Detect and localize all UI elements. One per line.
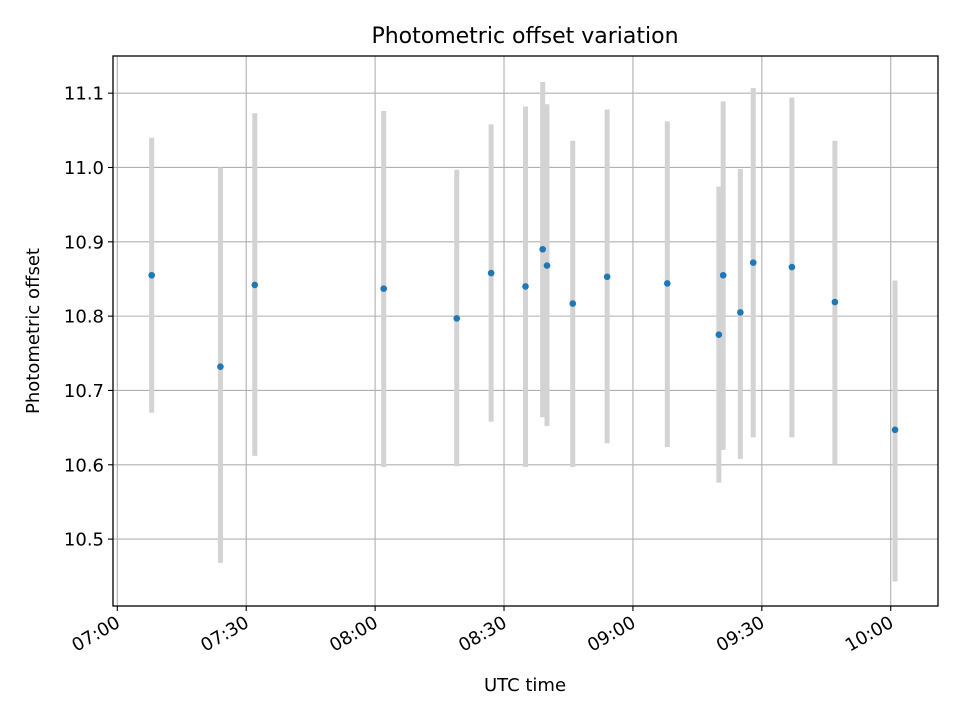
data-point (569, 300, 577, 307)
data-point (453, 315, 461, 322)
y-tick-label: 10.6 (64, 455, 104, 476)
data-point (487, 269, 495, 277)
data-point (831, 298, 839, 306)
data-point (251, 281, 259, 289)
plot-frame (112, 55, 939, 607)
data-point (380, 285, 388, 292)
y-tick-label: 10.9 (64, 232, 104, 253)
data-point (539, 245, 546, 253)
y-tick-label: 10.5 (64, 530, 104, 551)
y-tick-label: 10.7 (64, 381, 104, 402)
y-axis-label: Photometric offset (23, 248, 44, 414)
data-point (715, 331, 723, 339)
data-point (749, 259, 757, 266)
data-point (737, 309, 744, 316)
data-point (603, 273, 611, 281)
data-points (148, 245, 899, 434)
data-point (522, 283, 529, 290)
y-tick-label: 10.8 (64, 307, 104, 328)
data-point (543, 262, 551, 269)
y-axis-ticks: 10.5 10.6 10.7 10.8 10.9 11.0 11.1 (64, 84, 113, 551)
data-point (663, 280, 671, 287)
y-tick-label: 11.0 (64, 158, 104, 179)
data-point (891, 426, 899, 434)
data-point (217, 363, 224, 370)
y-tick-label: 11.1 (64, 84, 104, 105)
x-axis-label: UTC time (484, 675, 566, 696)
chart-title: Photometric offset variation (371, 24, 678, 49)
data-point (788, 263, 796, 271)
data-point (719, 271, 727, 279)
data-point (148, 271, 155, 279)
